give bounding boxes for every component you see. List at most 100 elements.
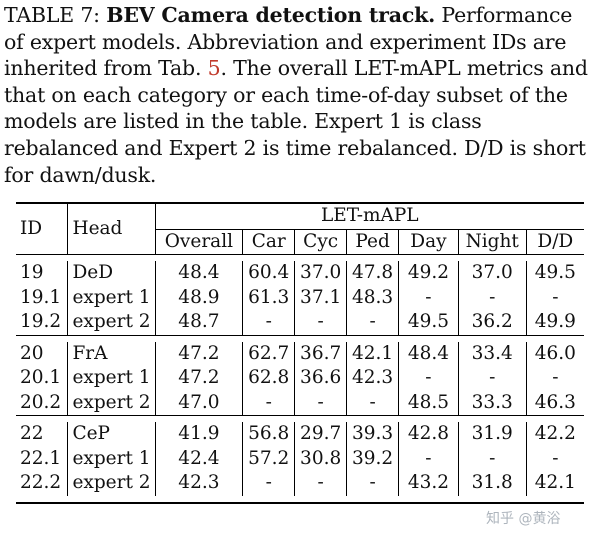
table-row: 19 DeD 48.4 60.4 37.0 47.8 49.2 37.0 49.5 [16,261,584,286]
table-cell: 48.3 [346,285,400,310]
row-head: expert 1 [67,285,156,310]
row-id: 20.1 [16,366,69,391]
row-head: expert 2 [67,390,156,416]
table-cell: 36.2 [458,310,527,335]
table-row: 20.1 expert 1 47.2 62.8 36.6 42.3- - - [16,366,584,391]
header-id: ID [16,204,69,255]
table-cell: - [458,366,527,391]
row-id: 20 [16,341,69,366]
table-cell: 47.2 [155,366,244,391]
table-cell: 49.5 [534,262,576,283]
table-cell: - [552,367,559,388]
table-cell: 42.8 [398,422,459,447]
table-row: 20 FrA 47.2 62.7 36.7 42.1 48.4 33.4 46.0 [16,341,584,366]
header-row-1: ID Head LET-mAPL [16,204,584,255]
table-cell: 47.0 [155,390,244,416]
caption-text-2: . The overall LET-mAPL metrics and that … [4,56,588,187]
table-cell: 48.4 [398,341,459,366]
table-cell: 57.2 [242,446,296,471]
table-cell: 47.8 [346,261,400,286]
table-cell: - [398,366,459,391]
table-row: 19.1 expert 1 48.9 61.3 37.1 48.3- - - [16,285,584,310]
table-row: 20.2 expert 2 47.0- - -48.5 33.3 46.3 [16,390,584,416]
table-cell: - [346,310,400,335]
table-cell: 30.8 [294,446,348,471]
table-cell: - [294,390,348,416]
table-cell: 48.9 [155,285,244,310]
table-cell: - [552,447,559,469]
table-cell: - [242,310,296,335]
table-cell: 33.4 [458,341,527,366]
table-cell: 37.0 [458,261,527,286]
row-id: 19 [16,261,69,286]
table-caption: TABLE 7: BEV Camera detection track. Per… [4,2,596,188]
table-cell: 46.3 [534,391,576,413]
table-cell: 49.2 [398,261,459,286]
column-header: Night [458,229,527,255]
table-cell: 39.3 [346,422,400,447]
table-body: ID Head LET-mAPL Overall Car Cyc Ped Day Nigh… [16,202,584,505]
table-cell: 42.1 [346,341,400,366]
table-row: 19.2 expert 2 48.7- - -49.5 36.2 49.9 [16,310,584,335]
table-cell: 42.2 [534,423,576,444]
watermark: 知乎 @黄浴 [486,511,561,527]
table-cell: 60.4 [242,261,296,286]
table-cell: - [458,446,527,471]
column-header: Overall [155,229,244,255]
row-id: 22 [16,422,69,447]
table-cell: 42.3 [155,471,244,496]
table-cell: 48.4 [155,261,244,286]
table-cell: 49.9 [534,311,576,332]
row-id: 19.2 [16,310,69,335]
table-cell: 46.0 [534,342,576,364]
table-cell: 43.2 [398,471,459,496]
table-cell: 42.3 [346,366,400,391]
table-cell: 41.9 [155,422,244,447]
table-cell: 62.8 [242,366,296,391]
row-id: 22.2 [16,471,69,496]
table-cell: 37.1 [294,285,348,310]
header-let-mapl: LET-mAPL [155,204,584,230]
table-cell: 47.2 [155,341,244,366]
table-cell: - [552,286,559,308]
table-cell: 61.3 [242,285,296,310]
row-id: 20.2 [16,390,69,416]
table-row: 22.2 expert 2 42.3- - -43.2 31.8 42.1 [16,471,584,496]
table-cell: - [346,390,400,416]
table-cell: 29.7 [294,422,348,447]
row-head: FrA [67,341,156,366]
table-cell: 39.2 [346,446,400,471]
results-table: ID Head LET-mAPL Overall Car Cyc Ped Day Nigh… [16,202,584,505]
table-cell: - [398,285,459,310]
column-header: Day [398,229,459,255]
row-head: expert 1 [67,446,156,471]
table-cell: - [294,471,348,496]
row-id: 22.1 [16,446,69,471]
caption-table-ref-link[interactable]: 5 [207,56,221,81]
column-header: D/D [537,230,574,252]
table-cell: - [294,310,348,335]
table-cell: 42.4 [155,446,244,471]
caption-title: BEV Camera detection track. [106,3,436,27]
table-cell: 36.7 [294,341,348,366]
table-cell: - [346,471,400,496]
table-cell: 48.5 [398,390,459,416]
header-head: Head [67,204,156,255]
table-cell: 31.8 [458,471,527,496]
caption-label: TABLE 7: [4,3,100,27]
caption-text-1: Performance of expert models. Abbreviati… [4,3,573,81]
row-head: DeD [67,261,156,286]
table-row: 22 CeP 41.9 56.8 29.7 39.3 42.8 31.9 42.2 [16,422,584,447]
table-cell: - [242,471,296,496]
table-cell: 62.7 [242,341,296,366]
table-cell: 31.9 [458,422,527,447]
table-cell: - [458,285,527,310]
table-cell: - [398,446,459,471]
table-cell: 48.7 [155,310,244,335]
row-head: CeP [67,422,156,447]
row-head: expert 2 [67,310,156,335]
table-cell: - [242,390,296,416]
row-head: expert 2 [67,471,156,496]
header-row-2: Overall Car Cyc Ped Day Night D/D [16,229,584,255]
row-id: 19.1 [16,285,69,310]
